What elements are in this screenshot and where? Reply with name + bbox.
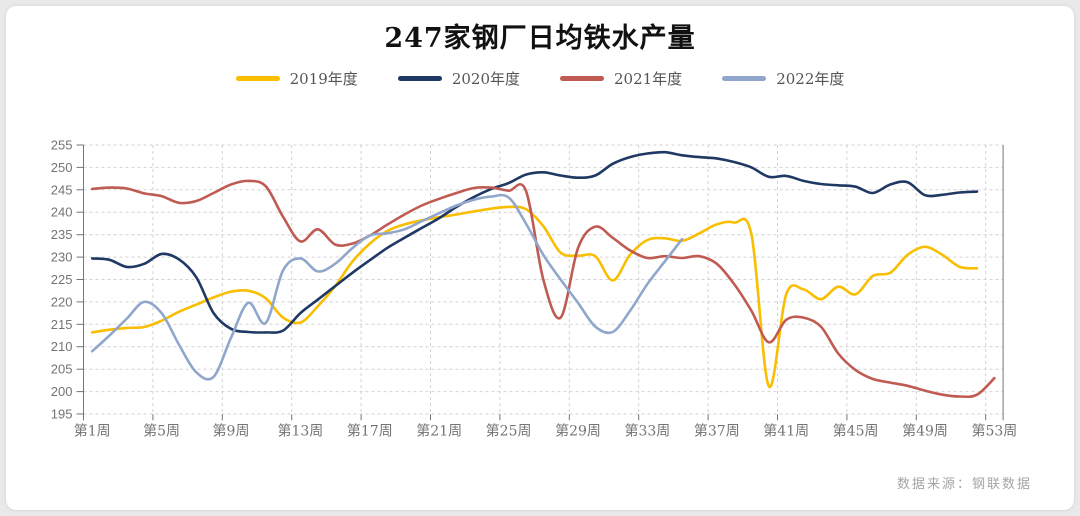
y-axis-label: 235 (51, 227, 73, 242)
y-axis-label: 230 (51, 250, 73, 265)
x-axis-label: 第29周 (555, 422, 601, 439)
legend-item-2021年度[interactable]: 2021年度 (560, 68, 682, 89)
x-axis-label: 第9周 (213, 422, 250, 439)
x-axis-label: 第5周 (143, 422, 180, 439)
x-axis-label: 第41周 (763, 422, 809, 439)
series-line-2019年度 (90, 205, 979, 388)
y-axis-label: 215 (51, 317, 73, 332)
x-axis-label: 第53周 (971, 422, 1017, 439)
data-source-note: 数据来源：钢联数据 (896, 477, 1032, 492)
legend-label: 2022年度 (776, 70, 845, 88)
line-chart-plot: 195 200 205 210 215 220 225 230 235 240 245 250 255 第… (51, 138, 1018, 440)
chart-legend: 2019年度 2020年度 2021年度 2022年度 (6, 68, 1074, 89)
y-axis-label: 195 (51, 407, 73, 422)
x-axis-label: 第1周 (74, 422, 111, 439)
legend-item-2022年度[interactable]: 2022年度 (722, 68, 844, 89)
legend-label: 2021年度 (614, 70, 683, 88)
y-axis-label: 210 (51, 339, 73, 354)
series-line-2021年度 (90, 179, 996, 399)
x-axis-label: 第45周 (833, 422, 879, 439)
legend-item-2020年度[interactable]: 2020年度 (397, 68, 520, 89)
legend-line-swatch (722, 76, 767, 81)
legend-line-swatch (560, 76, 604, 81)
y-axis-label: 245 (51, 182, 73, 197)
legend-line-swatch (235, 76, 280, 81)
chart-title: 247家钢厂日均铁水产量 (384, 23, 696, 54)
y-axis-label: 200 (51, 384, 73, 399)
y-axis-label: 225 (51, 272, 73, 287)
x-axis-label: 第17周 (347, 422, 393, 439)
x-axis-label: 第49周 (902, 422, 948, 439)
y-axis-label: 220 (51, 294, 73, 309)
x-axis-label: 第37周 (694, 422, 740, 439)
x-axis-label: 第21周 (416, 422, 462, 439)
legend-label: 2020年度 (451, 70, 520, 88)
legend-line-swatch (397, 76, 442, 81)
series-line-2020年度 (90, 150, 979, 334)
chart-card: 247家钢厂日均铁水产量 2019年度 2020年度 2021年度 2022年度 19… (6, 6, 1074, 510)
y-axis-label: 250 (51, 160, 73, 175)
x-axis-label: 第25周 (486, 422, 532, 439)
x-axis-label: 第33周 (624, 422, 670, 439)
x-axis-label: 第13周 (277, 422, 323, 439)
y-axis-label: 240 (51, 205, 73, 220)
legend-item-2019年度[interactable]: 2019年度 (235, 68, 358, 89)
y-axis-label: 205 (51, 362, 73, 377)
legend-label: 2019年度 (289, 70, 358, 88)
y-axis-label: 255 (51, 138, 73, 153)
series-line-2022年度 (90, 193, 684, 381)
